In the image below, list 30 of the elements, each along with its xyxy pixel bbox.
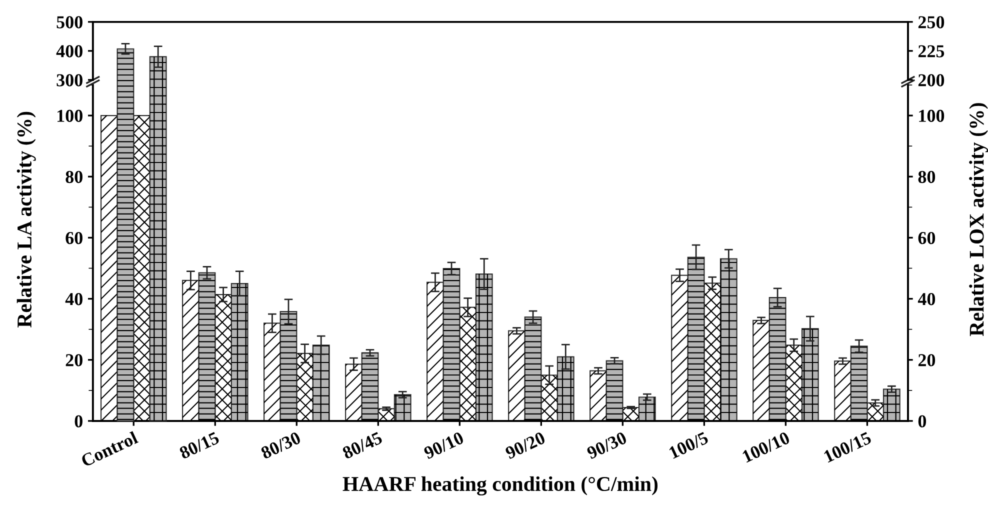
x-tick-label: 90/30 bbox=[586, 431, 628, 460]
y-tick-label: 0 bbox=[74, 415, 82, 428]
x-tick-label: 90/10 bbox=[423, 431, 464, 460]
x-tick-label: 90/20 bbox=[504, 431, 546, 460]
y-tick-label: 100 bbox=[58, 110, 82, 122]
y2-tick-label: 250 bbox=[918, 16, 944, 28]
y2-tick-label: 60 bbox=[918, 232, 936, 244]
y-axis-title: Relative LA activity (%) bbox=[16, 112, 36, 328]
x-tick-label: 80/15 bbox=[178, 431, 220, 460]
y2-tick-label: 0 bbox=[918, 415, 926, 428]
y2-tick-label: 20 bbox=[918, 354, 936, 366]
x-tick-label: 100/5 bbox=[668, 431, 709, 459]
y2-axis-title: Relative LOX activity (%) bbox=[969, 103, 988, 336]
y-tick-label: 60 bbox=[66, 232, 82, 244]
x-tick-label: 80/45 bbox=[342, 431, 383, 460]
y2-tick-label: 40 bbox=[918, 293, 936, 306]
x-tick-label: 100/10 bbox=[742, 431, 790, 463]
y-tick-label: 20 bbox=[66, 354, 82, 366]
y-tick-label: 500 bbox=[56, 16, 82, 28]
x-axis-title: HAARF heating condition (°C/min) bbox=[342, 476, 658, 496]
y-tick-label: 400 bbox=[56, 45, 82, 58]
y-tick-label: 300 bbox=[56, 74, 82, 86]
y2-tick-label: 200 bbox=[918, 74, 944, 86]
y2-tick-label: 100 bbox=[919, 110, 944, 122]
y2-tick-label: 225 bbox=[918, 45, 944, 58]
x-tick-label: 80/30 bbox=[260, 431, 302, 460]
y2-tick-label: 80 bbox=[918, 170, 936, 184]
y-tick-label: 40 bbox=[65, 293, 82, 306]
x-tick-label: 100/15 bbox=[823, 431, 872, 463]
y-tick-label: 80 bbox=[66, 170, 82, 184]
